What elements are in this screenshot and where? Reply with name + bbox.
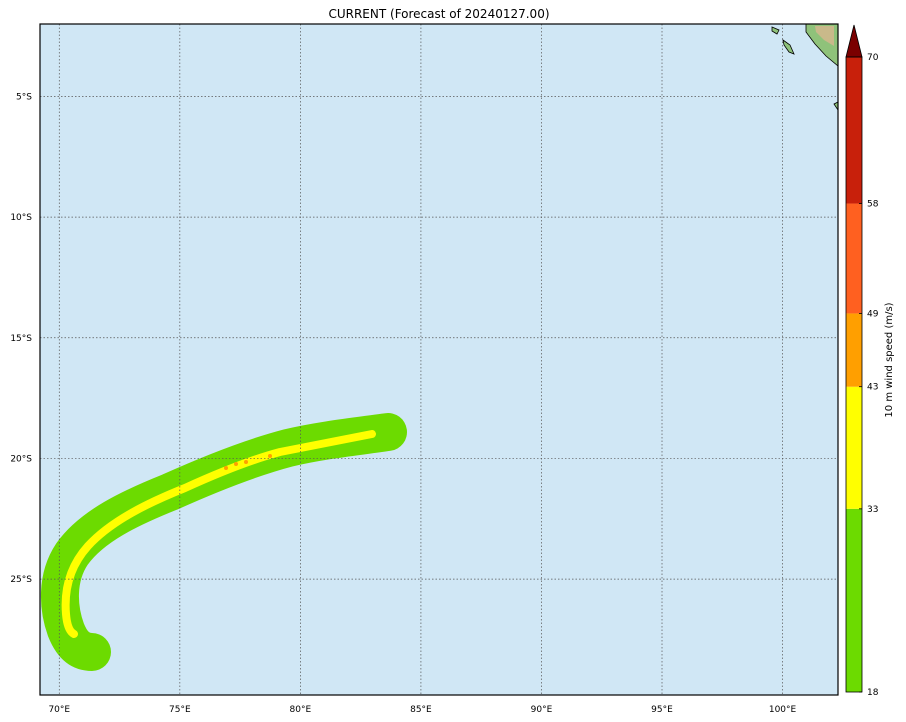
- longitude-label: 75°E: [169, 705, 191, 715]
- colorbar-tick-label: 70: [867, 53, 879, 63]
- island-2: [782, 39, 795, 55]
- wind-peak-spot: [244, 460, 248, 464]
- wind-peak-spot: [234, 462, 238, 466]
- latitude-label: 10°S: [10, 213, 32, 223]
- latitude-label: 15°S: [10, 334, 32, 344]
- wind-swath-core: [61, 430, 376, 638]
- colorbar-segment: [846, 386, 862, 509]
- latitude-label: 25°S: [10, 575, 32, 585]
- longitude-label: 100°E: [769, 705, 797, 715]
- wind-peak-spot: [268, 454, 272, 458]
- latitude-label: 20°S: [10, 454, 32, 464]
- colorbar: 18 33 43 49 58 70: [845, 24, 879, 698]
- longitude-label: 90°E: [531, 705, 553, 715]
- latitude-label: 5°S: [16, 92, 32, 102]
- island-3: [833, 101, 838, 111]
- map-content: [40, 24, 838, 695]
- map-title: CURRENT (Forecast of 20240127.00): [328, 7, 550, 21]
- colorbar-tick-label: 33: [867, 505, 878, 515]
- longitude-label: 80°E: [290, 705, 312, 715]
- colorbar-segment: [846, 508, 862, 692]
- land-sumatra-highland: [815, 26, 834, 46]
- longitude-label: 70°E: [48, 705, 70, 715]
- colorbar-tick-label: 43: [867, 383, 878, 393]
- latitude-labels: 5°S 10°S 15°S 20°S 25°S: [10, 92, 32, 585]
- colorbar-tick-label: 49: [867, 309, 879, 319]
- colorbar-tick-label: 18: [867, 688, 879, 698]
- colorbar-segment: [846, 203, 862, 314]
- ocean-background: [40, 24, 838, 695]
- map-frame: [39, 23, 839, 696]
- colorbar-frame: [845, 56, 863, 693]
- wind-swath-peaks: [224, 454, 272, 470]
- colorbar-label: 10 m wind speed (m/s): [884, 302, 895, 417]
- colorbar-tick-label: 58: [867, 200, 879, 210]
- longitude-label: 85°E: [410, 705, 432, 715]
- wind-peak-spot: [224, 466, 228, 470]
- longitude-label: 95°E: [651, 705, 673, 715]
- island-1: [771, 26, 780, 35]
- colorbar-segment: [846, 57, 862, 204]
- graticule: [40, 24, 838, 695]
- colorbar-segment: [846, 313, 862, 387]
- longitude-labels: 70°E 75°E 80°E 85°E 90°E 95°E 100°E: [48, 705, 796, 715]
- colorbar-extend-arrow: [845, 24, 863, 58]
